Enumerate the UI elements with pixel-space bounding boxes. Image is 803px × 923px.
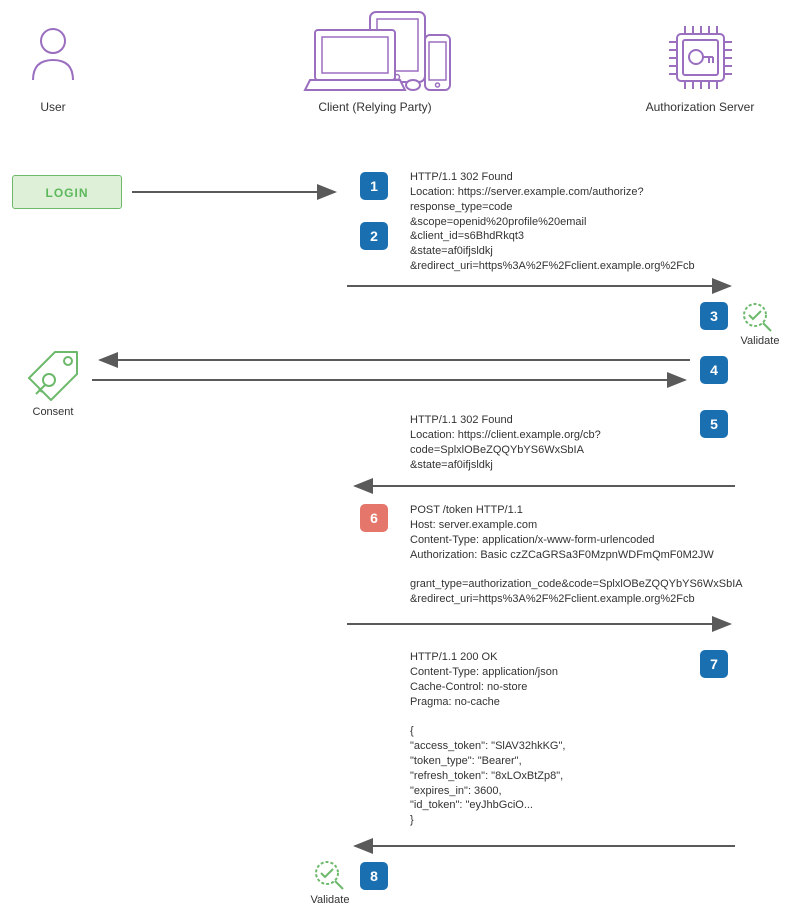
message-6: POST /token HTTP/1.1 Host: server.exampl… — [410, 503, 743, 607]
validate-label-client: Validate — [300, 894, 360, 906]
step-7-badge: 7 — [700, 650, 728, 678]
validate-icon-server — [740, 300, 774, 334]
arrow-server-to-user — [90, 354, 695, 370]
message-7: HTTP/1.1 200 OK Content-Type: applicatio… — [410, 650, 565, 828]
step-1-badge: 1 — [360, 172, 388, 200]
server-icon — [663, 20, 738, 95]
step-2-badge: 2 — [360, 222, 388, 250]
client-label: Client (Relying Party) — [275, 100, 475, 114]
step-4-badge: 4 — [700, 356, 728, 384]
client-icon — [300, 10, 450, 95]
validate-label-server: Validate — [730, 335, 790, 347]
user-label: User — [0, 100, 106, 114]
message-5: HTTP/1.1 302 Found Location: https://cli… — [410, 413, 601, 472]
step-8-badge: 8 — [360, 862, 388, 890]
user-icon — [28, 25, 78, 85]
step-6-badge: 6 — [360, 504, 388, 532]
step-3-badge: 3 — [700, 302, 728, 330]
arrow-server-to-client-5 — [345, 480, 740, 496]
consent-icon — [22, 345, 82, 405]
validate-icon-client — [312, 858, 346, 892]
arrow-login-to-client — [130, 186, 345, 206]
arrow-client-to-server-6 — [345, 618, 740, 634]
login-button[interactable]: LOGIN — [12, 175, 122, 209]
message-1-2: HTTP/1.1 302 Found Location: https://ser… — [410, 170, 695, 274]
diagram-canvas: User Client (Relying Party) — [0, 0, 803, 923]
arrow-client-to-server-1 — [345, 280, 740, 296]
arrow-server-to-client-7 — [345, 840, 740, 856]
step-5-badge: 5 — [700, 410, 728, 438]
consent-label: Consent — [18, 406, 88, 418]
server-label: Authorization Server — [620, 100, 780, 114]
arrow-user-to-server — [90, 374, 695, 390]
